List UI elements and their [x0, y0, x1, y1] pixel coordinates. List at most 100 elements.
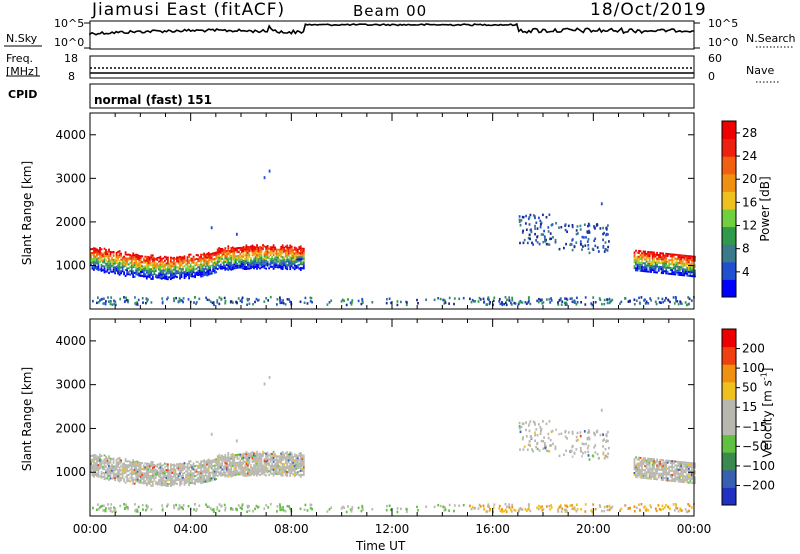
heatmap-cell	[263, 458, 266, 460]
heatmap-cell	[221, 468, 224, 471]
heatmap-cell	[230, 268, 233, 271]
heatmap-cell	[167, 483, 169, 486]
heatmap-cell	[674, 257, 677, 260]
heatmap-cell	[644, 475, 646, 478]
heatmap-cell	[148, 463, 151, 466]
heatmap-cell	[689, 255, 692, 258]
heatmap-cell	[188, 480, 190, 483]
heatmap-cell	[227, 452, 230, 454]
heatmap-cell	[176, 256, 178, 259]
heatmap-cell	[287, 260, 290, 263]
heatmap-cell	[540, 233, 543, 236]
heatmap-cell	[678, 476, 681, 479]
heatmap-cell	[177, 300, 180, 303]
heatmap-cell	[508, 299, 511, 302]
heatmap-cell	[522, 216, 525, 219]
heatmap-cell	[104, 302, 106, 305]
heatmap-cell	[271, 472, 273, 475]
heatmap-cell	[607, 233, 609, 236]
heatmap-cell	[93, 467, 95, 470]
heatmap-cell	[235, 255, 237, 258]
heatmap-cell	[665, 475, 668, 478]
heatmap-cell	[292, 455, 295, 458]
heatmap-cell	[286, 254, 289, 257]
heatmap-cell	[173, 297, 175, 300]
heatmap-cell	[265, 250, 267, 252]
heatmap-cell	[130, 475, 133, 478]
heatmap-cell	[103, 297, 105, 300]
heatmap-cell	[216, 508, 219, 511]
heatmap-cell	[587, 431, 589, 434]
heatmap-cell	[127, 506, 130, 509]
heatmap-cell	[292, 465, 295, 468]
heatmap-cell	[137, 298, 140, 302]
heatmap-cell	[564, 297, 566, 300]
heatmap-cell	[636, 466, 639, 469]
heatmap-cell	[284, 251, 287, 254]
heatmap-cell	[239, 246, 242, 249]
heatmap-cell	[207, 267, 210, 270]
heatmap-cell	[549, 237, 551, 241]
heatmap-cell	[293, 264, 296, 267]
heatmap-cell	[228, 263, 231, 266]
heatmap-cell	[145, 263, 148, 266]
heatmap-cell	[650, 471, 652, 474]
heatmap-cell	[221, 456, 224, 459]
heatmap-cell	[260, 246, 263, 249]
heatmap-cell	[236, 508, 238, 512]
heatmap-cell	[245, 250, 248, 253]
heatmap-cell	[280, 261, 283, 264]
power-colorbar-cell	[722, 173, 736, 192]
heatmap-cell	[663, 471, 666, 474]
heatmap-cell	[105, 507, 107, 510]
heatmap-cell	[177, 477, 180, 480]
heatmap-cell	[278, 250, 281, 253]
heatmap-cell	[142, 271, 145, 274]
heatmap-cell	[127, 271, 130, 274]
heatmap-cell	[228, 474, 231, 477]
heatmap-cell	[263, 176, 266, 180]
heatmap-cell	[691, 261, 693, 264]
heatmap-cell	[147, 480, 150, 483]
heatmap-cell	[108, 266, 110, 269]
heatmap-cell	[286, 268, 289, 271]
velocity-ytick-label: 4000	[55, 334, 86, 348]
heatmap-cell	[105, 459, 107, 462]
heatmap-cell	[129, 480, 132, 483]
heatmap-cell	[647, 459, 649, 462]
heatmap-cell	[280, 454, 283, 457]
heatmap-cell	[102, 460, 104, 463]
heatmap-cell	[91, 464, 94, 467]
heatmap-cell	[248, 265, 251, 268]
heatmap-cell	[177, 473, 180, 476]
heatmap-cell	[216, 248, 219, 251]
heatmap-cell	[153, 261, 156, 264]
heatmap-cell	[135, 267, 138, 270]
heatmap-cell	[151, 480, 154, 483]
heatmap-cell	[111, 463, 113, 466]
heatmap-cell	[275, 457, 278, 460]
heatmap-cell	[536, 447, 539, 451]
heatmap-cell	[251, 461, 254, 464]
heatmap-cell	[647, 264, 649, 267]
heatmap-cell	[192, 275, 195, 278]
heatmap-cell	[192, 257, 195, 260]
heatmap-cell	[542, 420, 544, 423]
heatmap-cell	[215, 265, 218, 268]
heatmap-cell	[635, 474, 637, 477]
heatmap-cell	[200, 273, 202, 276]
heatmap-cell	[129, 265, 132, 268]
heatmap-cell	[180, 268, 183, 271]
heatmap-cell	[142, 301, 144, 304]
heatmap-cell	[281, 468, 284, 471]
heatmap-cell	[176, 276, 178, 279]
heatmap-cell	[669, 473, 672, 476]
heatmap-cell	[121, 264, 124, 267]
velocity-ylabel: Slant Range [km]	[20, 366, 34, 472]
heatmap-cell	[109, 266, 112, 269]
velocity-cbar-tick-label: −15	[742, 420, 767, 434]
heatmap-cell	[167, 463, 169, 466]
heatmap-cell	[606, 455, 609, 459]
heatmap-cell	[93, 463, 95, 466]
heatmap-cell	[283, 248, 286, 251]
